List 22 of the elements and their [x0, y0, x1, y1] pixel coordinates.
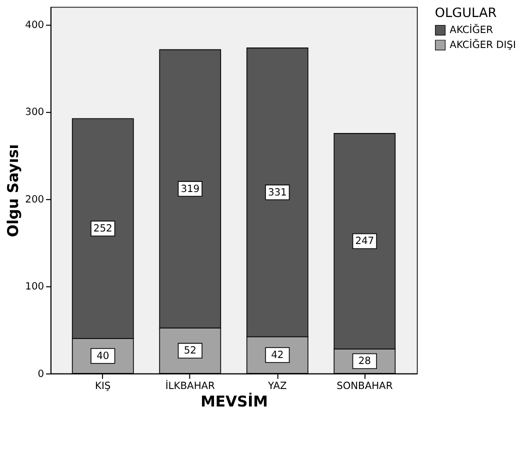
- data-label: 319: [180, 184, 200, 195]
- data-label: 52: [184, 346, 196, 357]
- legend-label: AKCİĞER DIŞI: [450, 38, 516, 52]
- y-tick-label: 200: [25, 194, 44, 206]
- x-tick-label: SONBAHAR: [336, 380, 393, 392]
- y-tick-label: 0: [38, 368, 44, 380]
- x-axis-title: MEVSİM: [200, 392, 268, 411]
- legend-label: AKCİĞER: [450, 23, 494, 36]
- y-tick-label: 400: [25, 20, 44, 31]
- y-tick-label: 100: [25, 282, 44, 293]
- data-label: 42: [271, 350, 284, 362]
- x-tick-label: KIŞ: [95, 380, 111, 392]
- x-tick-label: İLKBAHAR: [165, 378, 216, 392]
- legend-title: OLGULAR: [434, 6, 497, 21]
- data-label: 40: [96, 350, 110, 362]
- data-label: 247: [355, 236, 374, 248]
- data-label: 28: [358, 356, 371, 368]
- y-axis-title: Olgu Sayısı: [4, 144, 22, 238]
- y-tick-label: 300: [25, 107, 44, 118]
- data-label: 252: [93, 224, 112, 235]
- data-label: 331: [268, 187, 287, 198]
- x-tick-label: YAZ: [266, 380, 288, 392]
